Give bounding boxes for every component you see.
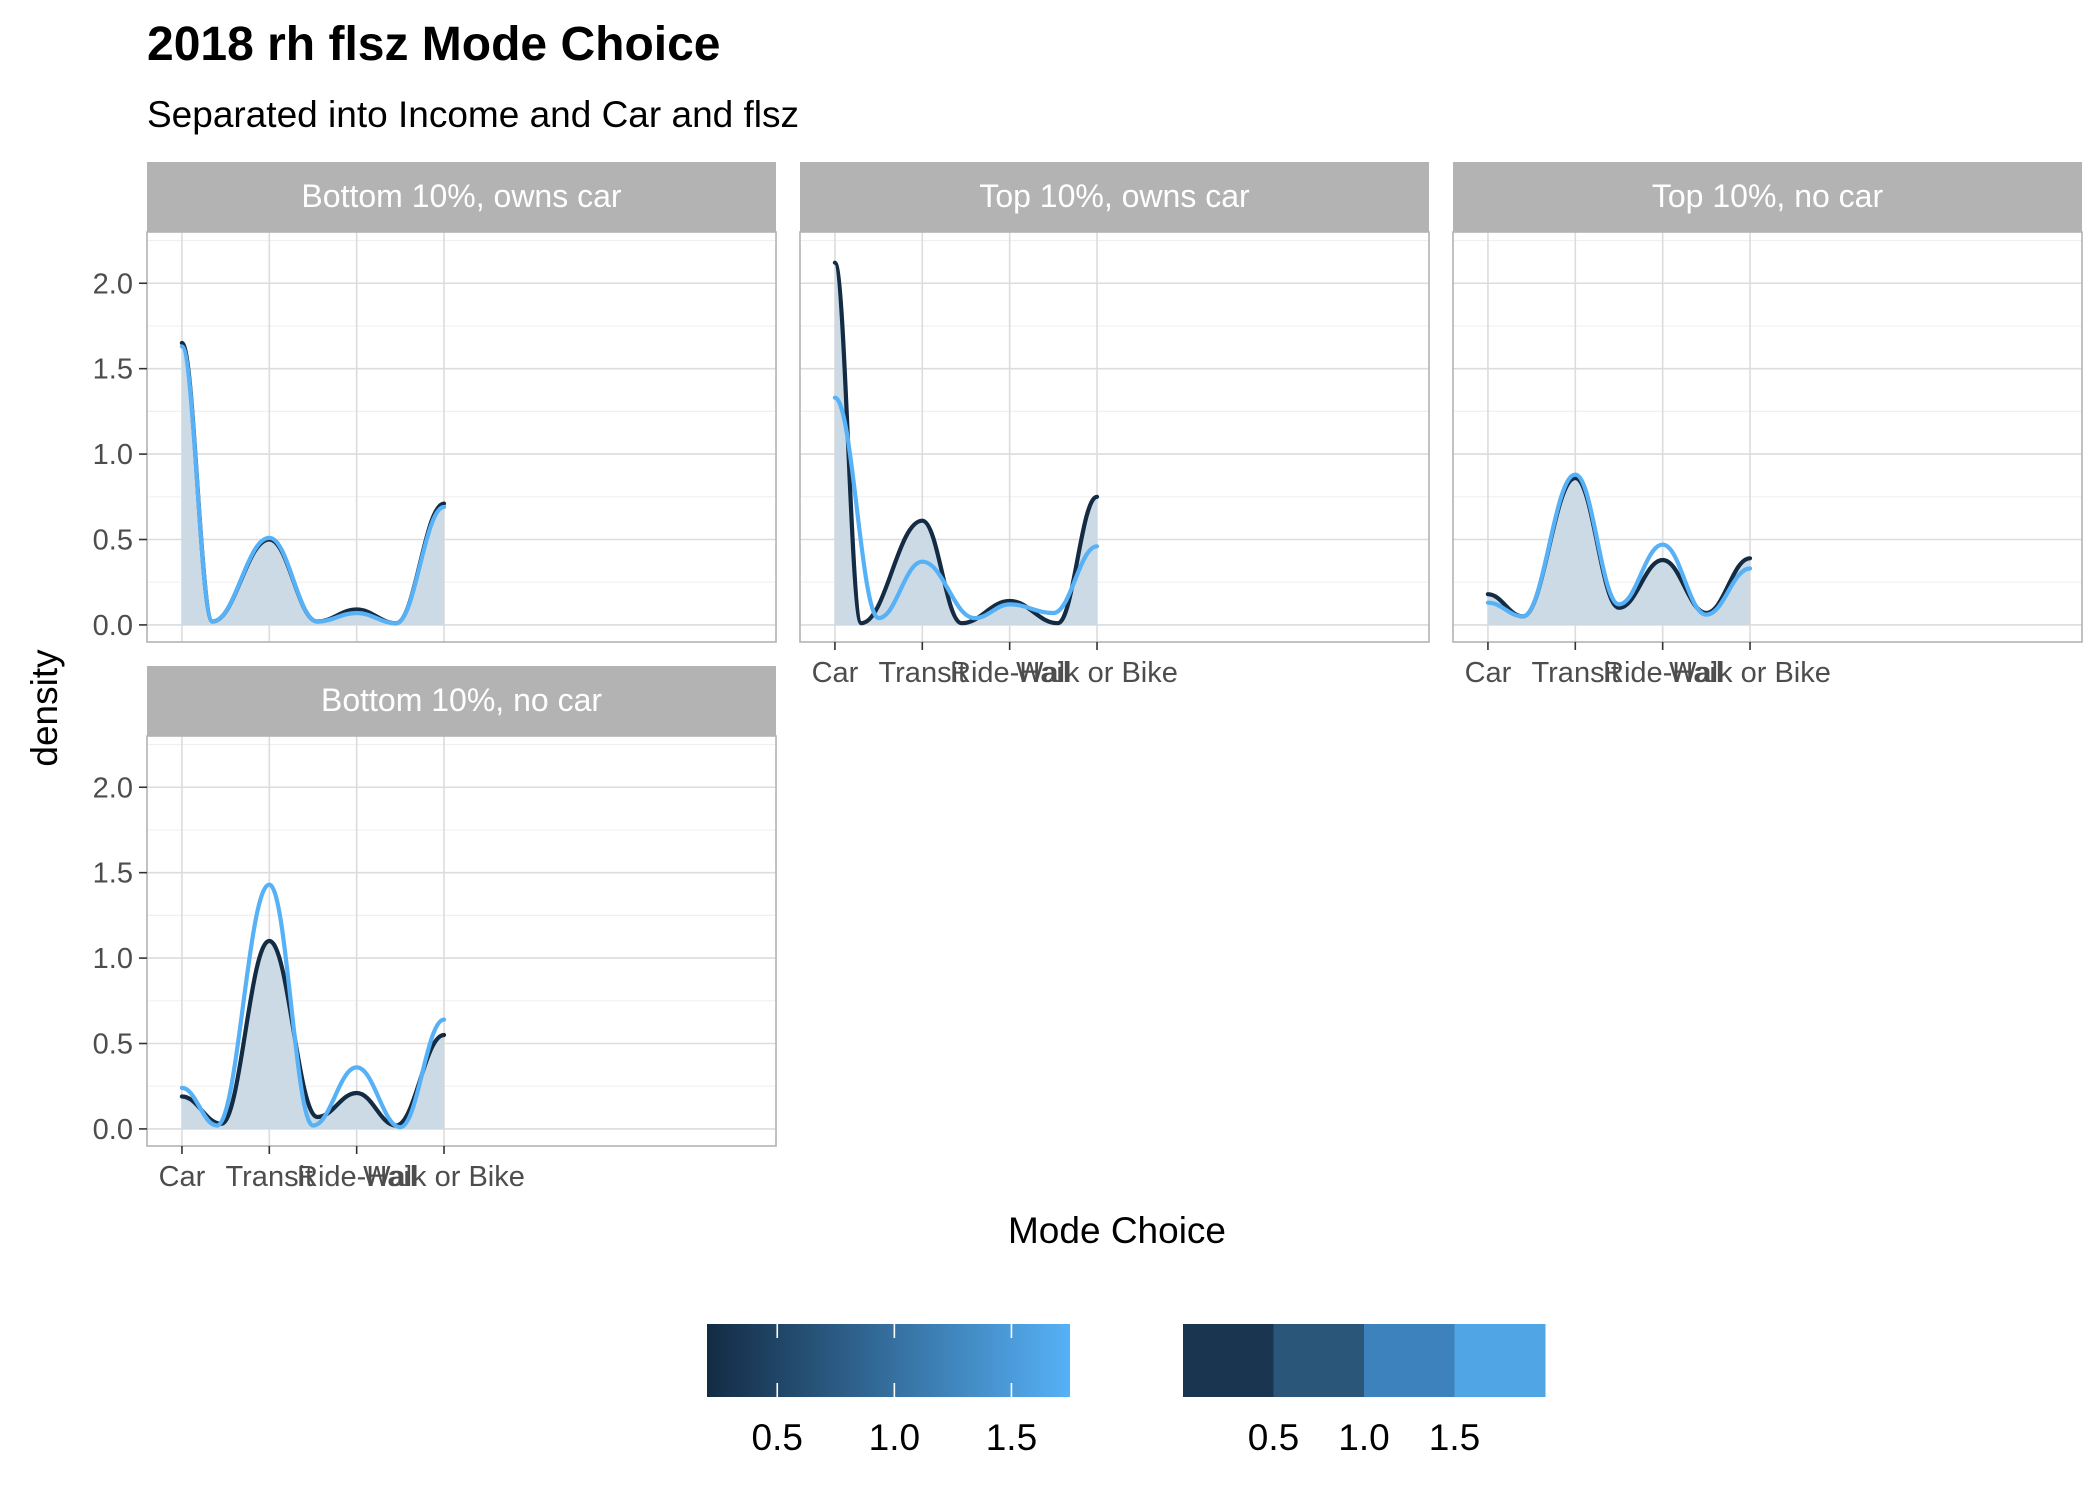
colorstep-label: 0.5 bbox=[1248, 1417, 1299, 1458]
x-tick-label: Ride-Hail bbox=[297, 1161, 416, 1193]
density-line bbox=[832, 395, 1100, 621]
y-tick-label: 0.0 bbox=[93, 610, 133, 642]
x-tick-label: Ride-Hail bbox=[1603, 657, 1722, 689]
density-line bbox=[832, 260, 1100, 626]
x-tick-label: Car bbox=[812, 657, 859, 689]
colorstep-swatch bbox=[1273, 1324, 1365, 1397]
y-tick-label: 0.5 bbox=[93, 525, 133, 557]
facet-strip-label: Top 10%, owns car bbox=[979, 178, 1250, 214]
y-tick-label: 1.5 bbox=[93, 354, 133, 386]
colorbar-label: 0.5 bbox=[752, 1417, 803, 1458]
y-tick-label: 1.0 bbox=[93, 943, 133, 975]
y-tick-label: 0.0 bbox=[93, 1114, 133, 1146]
y-tick-label: 1.5 bbox=[93, 858, 133, 890]
density-area bbox=[181, 941, 444, 1129]
panel-border bbox=[146, 231, 777, 643]
density-line bbox=[1485, 472, 1753, 619]
colorstep-swatch bbox=[1183, 1324, 1274, 1397]
density-line bbox=[179, 344, 447, 626]
panel-border bbox=[146, 735, 777, 1147]
colorstep-label: 1.0 bbox=[1338, 1417, 1389, 1458]
colorbar bbox=[707, 1324, 1070, 1397]
density-area bbox=[181, 343, 444, 625]
colorstep-swatch bbox=[1454, 1324, 1546, 1397]
facet-panel: Bottom 10%, owns car 0.0 0.5 1.0 1.5 2.0 bbox=[93, 162, 777, 643]
colorbar-label: 1.5 bbox=[986, 1417, 1037, 1458]
x-tick-label: Ride-Hail bbox=[950, 657, 1069, 689]
chart-subtitle: Separated into Income and Car and flsz bbox=[147, 94, 799, 135]
facet-strip bbox=[147, 666, 776, 736]
colorbar-label: 1.0 bbox=[869, 1417, 920, 1458]
panel-border bbox=[799, 231, 1430, 643]
facet-strip bbox=[800, 162, 1429, 232]
facet-strip-label: Bottom 10%, no car bbox=[321, 682, 602, 718]
x-axis-title: Mode Choice bbox=[1008, 1210, 1226, 1251]
colorstep-label: 1.5 bbox=[1429, 1417, 1480, 1458]
colorstep-swatch bbox=[1364, 1324, 1455, 1397]
x-tick-label: Walk or Bike bbox=[1669, 657, 1831, 689]
facet-strip-label: Bottom 10%, owns car bbox=[301, 178, 621, 214]
y-tick-label: 2.0 bbox=[93, 772, 133, 804]
y-axis-title: density bbox=[24, 649, 65, 767]
density-line bbox=[179, 882, 447, 1130]
facet-strip-label: Top 10%, no car bbox=[1652, 178, 1884, 214]
x-tick-label: Walk or Bike bbox=[1016, 657, 1178, 689]
facet-strip bbox=[1453, 162, 2082, 232]
panel-border bbox=[1452, 231, 2083, 643]
legend: 0.5 1.0 1.5 0.5 1.0 1.5 bbox=[707, 1324, 1546, 1458]
x-tick-label: Walk or Bike bbox=[363, 1161, 525, 1193]
y-tick-label: 1.0 bbox=[93, 439, 133, 471]
facet-panels: Bottom 10%, owns car 0.0 0.5 1.0 1.5 2.0 Top 1… bbox=[93, 162, 2083, 1193]
x-tick-label: Transit bbox=[879, 657, 967, 689]
chart-title: 2018 rh flsz Mode Choice bbox=[147, 18, 721, 71]
x-tick-label: Car bbox=[1465, 657, 1512, 689]
facet-panel: Bottom 10%, no car 0.0 0.5 1.0 1.5 2.0 Car Tran… bbox=[93, 666, 777, 1193]
x-tick-label: Car bbox=[159, 1161, 206, 1193]
facet-panel: Top 10%, owns car Car TransitRide-HailWalk… bbox=[799, 162, 1430, 689]
y-tick-label: 0.5 bbox=[93, 1029, 133, 1061]
x-tick-label: Transit bbox=[226, 1161, 314, 1193]
facet-strip bbox=[147, 162, 776, 232]
x-tick-label: Transit bbox=[1532, 657, 1620, 689]
y-tick-label: 2.0 bbox=[93, 268, 133, 300]
